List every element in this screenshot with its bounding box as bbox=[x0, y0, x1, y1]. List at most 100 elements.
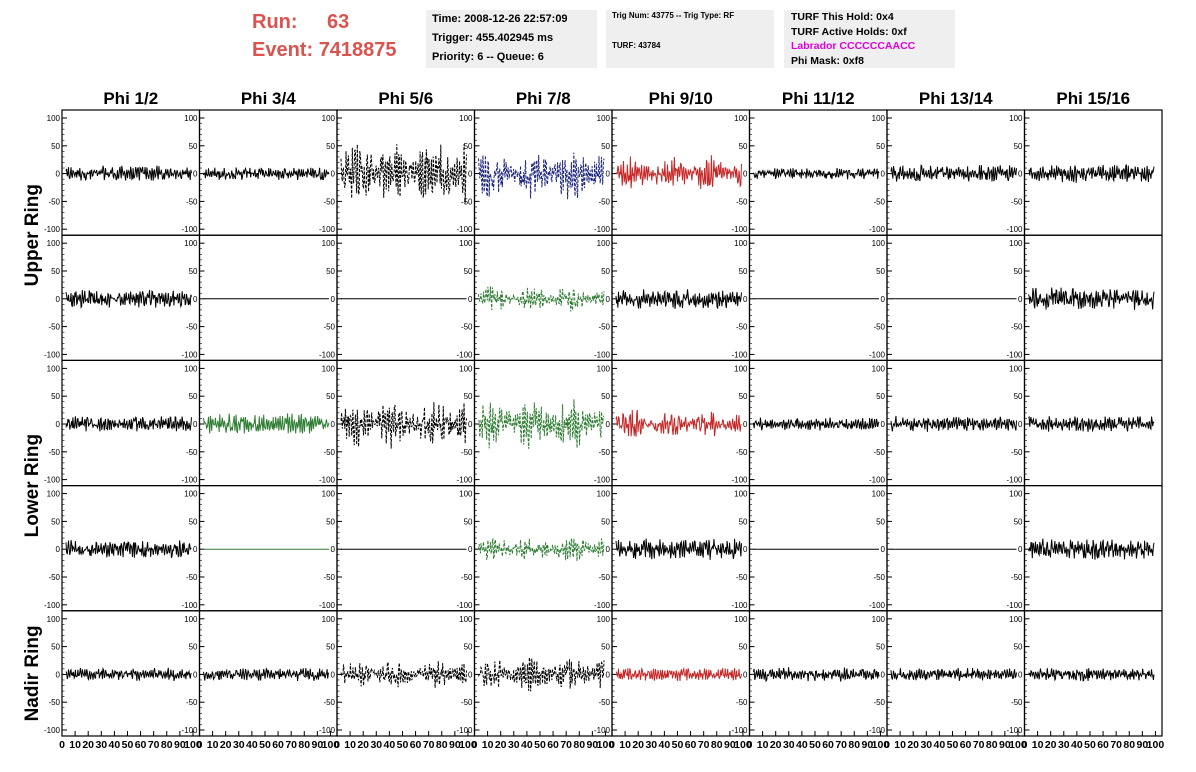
y-tick-label: 0 bbox=[56, 670, 61, 679]
y-tick-label: 0 bbox=[881, 420, 886, 429]
y-tick-label: 100 bbox=[597, 239, 611, 248]
x-tick-label: 10 bbox=[894, 739, 906, 751]
run-value: 63 bbox=[327, 11, 350, 33]
y-tick-label: 50 bbox=[189, 392, 198, 401]
y-tick-label: -100 bbox=[869, 726, 886, 735]
waveform-trace bbox=[340, 661, 467, 688]
waveform-panel bbox=[336, 485, 476, 612]
y-tick-label: -50 bbox=[736, 197, 748, 206]
waveform-panel bbox=[198, 234, 338, 361]
y-tick-label: -50 bbox=[48, 197, 60, 206]
y-tick-label: -50 bbox=[323, 573, 335, 582]
y-tick-label: 0 bbox=[56, 420, 61, 429]
y-tick-label: 0 bbox=[606, 295, 611, 304]
y-tick-label: -50 bbox=[461, 197, 473, 206]
y-tick-label: -50 bbox=[461, 698, 473, 707]
y-tick-label: -100 bbox=[731, 350, 748, 359]
x-tick-label: 50 bbox=[122, 739, 134, 751]
y-tick-label: 0 bbox=[606, 670, 611, 679]
x-tick-label: 70 bbox=[285, 739, 297, 751]
y-tick-label: -100 bbox=[319, 726, 336, 735]
x-tick-label: 30 bbox=[920, 739, 932, 751]
column-title: Phi 15/16 bbox=[1056, 89, 1130, 108]
y-tick-label: 50 bbox=[876, 392, 885, 401]
y-tick-label: -100 bbox=[594, 726, 611, 735]
y-tick-label: -100 bbox=[456, 350, 473, 359]
x-tick-label: 60 bbox=[960, 739, 972, 751]
y-tick-label: 50 bbox=[51, 643, 60, 652]
time-info-box: Time: 2008-12-26 22:57:09 Trigger: 455.4… bbox=[426, 10, 597, 68]
turf-active-line: TURF Active Holds: 0xf bbox=[791, 25, 907, 38]
waveform-trace bbox=[478, 399, 605, 449]
x-tick-label: 60 bbox=[135, 739, 147, 751]
y-tick-label: -100 bbox=[456, 601, 473, 610]
x-tick-label: 70 bbox=[973, 739, 985, 751]
y-tick-label: -50 bbox=[873, 698, 885, 707]
waveform-trace bbox=[1028, 538, 1155, 560]
y-tick-label: 100 bbox=[1009, 364, 1023, 373]
y-tick-label: 0 bbox=[468, 670, 473, 679]
waveform-trace bbox=[615, 289, 742, 309]
y-tick-label: 50 bbox=[51, 392, 60, 401]
x-tick-label: 80 bbox=[1123, 739, 1135, 751]
y-tick-label: 0 bbox=[881, 670, 886, 679]
y-tick-label: 100 bbox=[322, 239, 336, 248]
y-tick-label: -100 bbox=[731, 601, 748, 610]
y-tick-label: 100 bbox=[872, 239, 886, 248]
x-tick-label: 80 bbox=[298, 739, 310, 751]
x-tick-label: 90 bbox=[862, 739, 874, 751]
y-tick-label: -50 bbox=[1011, 323, 1023, 332]
y-tick-label: 0 bbox=[331, 545, 336, 554]
waveform-trace bbox=[203, 413, 330, 434]
y-tick-label: -50 bbox=[323, 197, 335, 206]
y-tick-label: 0 bbox=[881, 295, 886, 304]
y-tick-label: 100 bbox=[734, 239, 748, 248]
x-tick-label: 40 bbox=[246, 739, 258, 751]
x-tick-label: 10 bbox=[69, 739, 81, 751]
x-tick-label: 20 bbox=[907, 739, 919, 751]
y-tick-label: 0 bbox=[193, 170, 198, 179]
x-tick-label: 80 bbox=[573, 739, 585, 751]
waveform-trace bbox=[615, 409, 742, 437]
y-tick-label: -50 bbox=[186, 573, 198, 582]
x-tick-label: 30 bbox=[233, 739, 245, 751]
column-title: Phi 5/6 bbox=[378, 89, 433, 108]
x-tick-label: 20 bbox=[357, 739, 369, 751]
y-tick-label: 50 bbox=[601, 643, 610, 652]
waveform-trace bbox=[65, 165, 192, 181]
y-tick-label: 50 bbox=[51, 517, 60, 526]
y-tick-label: 0 bbox=[743, 545, 748, 554]
y-tick-label: 100 bbox=[1009, 615, 1023, 624]
y-tick-label: 50 bbox=[1014, 142, 1023, 151]
x-tick-label: 0 bbox=[747, 739, 753, 751]
y-tick-label: 0 bbox=[743, 295, 748, 304]
labrador-line: Labrador CCCCCCAACC bbox=[791, 40, 916, 52]
y-tick-label: 100 bbox=[47, 114, 61, 123]
y-tick-label: -100 bbox=[181, 476, 198, 485]
x-tick-label: 10 bbox=[344, 739, 356, 751]
y-tick-label: -100 bbox=[181, 225, 198, 234]
ring-label: Lower Ring bbox=[22, 434, 43, 537]
x-tick-label: 80 bbox=[848, 739, 860, 751]
column-title: Phi 13/14 bbox=[919, 89, 993, 108]
y-tick-label: 50 bbox=[326, 392, 335, 401]
x-tick-label: 30 bbox=[783, 739, 795, 751]
y-tick-label: -100 bbox=[869, 601, 886, 610]
y-tick-label: 0 bbox=[468, 295, 473, 304]
x-tick-label: 100 bbox=[459, 739, 477, 751]
waveform-trace bbox=[65, 290, 192, 309]
x-tick-label: 70 bbox=[423, 739, 435, 751]
turf-line: TURF: 43784 bbox=[612, 41, 661, 50]
x-tick-label: 100 bbox=[872, 739, 890, 751]
y-tick-label: 0 bbox=[193, 420, 198, 429]
y-tick-label: -100 bbox=[44, 225, 61, 234]
waveform-trace bbox=[478, 657, 605, 692]
y-tick-label: 100 bbox=[872, 364, 886, 373]
x-tick-label: 50 bbox=[672, 739, 684, 751]
x-tick-label: 100 bbox=[322, 739, 340, 751]
y-tick-label: 0 bbox=[468, 545, 473, 554]
y-tick-label: 50 bbox=[876, 267, 885, 276]
y-tick-label: 0 bbox=[56, 545, 61, 554]
y-tick-label: 50 bbox=[189, 267, 198, 276]
y-tick-label: -100 bbox=[319, 225, 336, 234]
